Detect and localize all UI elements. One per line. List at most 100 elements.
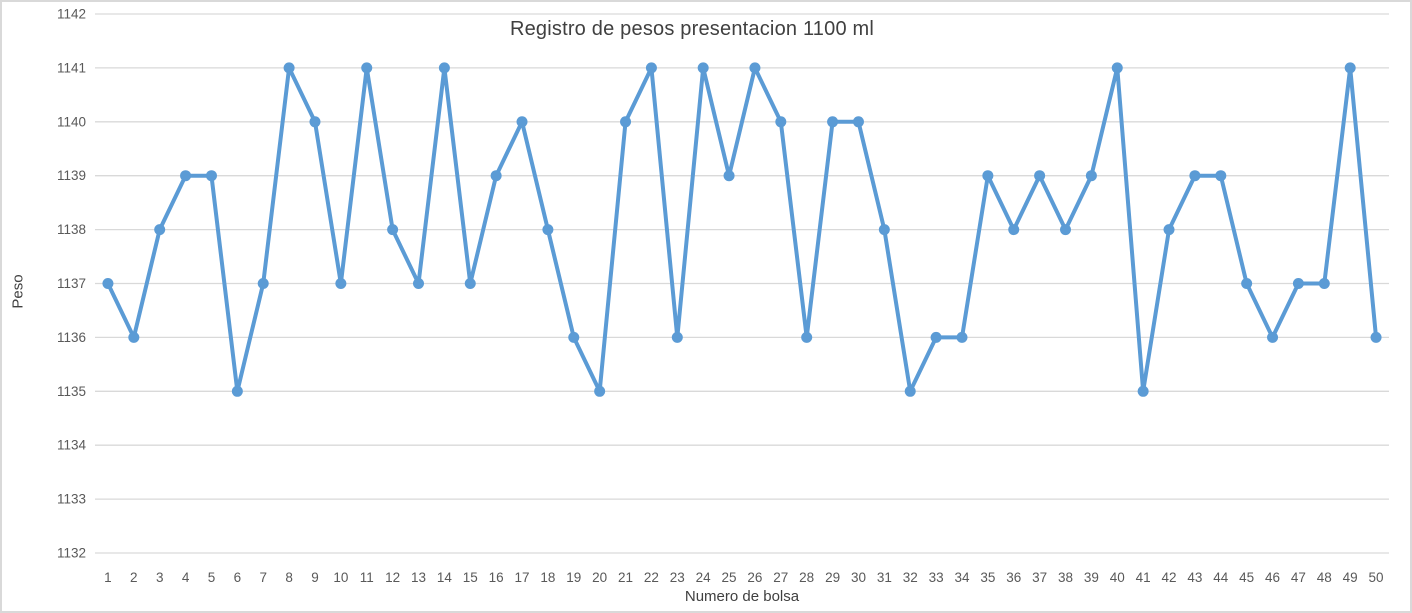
x-tick-label: 40 <box>1110 570 1125 585</box>
data-point-marker <box>801 331 813 343</box>
y-tick-label: 1137 <box>57 276 86 291</box>
data-point-marker <box>205 170 217 182</box>
data-point-marker <box>1137 385 1149 397</box>
data-point-marker <box>671 331 683 343</box>
data-point-marker <box>1034 170 1046 182</box>
x-tick-label: 31 <box>877 570 892 585</box>
x-tick-label: 24 <box>696 570 712 585</box>
data-point-marker <box>749 62 761 74</box>
y-tick-label: 1139 <box>57 168 86 183</box>
y-tick-label: 1134 <box>57 438 87 453</box>
data-point-marker <box>956 331 968 343</box>
x-tick-label: 48 <box>1317 570 1332 585</box>
y-tick-label: 1138 <box>57 222 86 237</box>
x-tick-label: 10 <box>333 570 348 585</box>
x-tick-label: 14 <box>437 570 453 585</box>
x-tick-label: 49 <box>1343 570 1358 585</box>
data-point-marker <box>1267 331 1279 343</box>
x-tick-label: 15 <box>463 570 478 585</box>
data-point-marker <box>1292 278 1304 289</box>
data-point-marker <box>1241 278 1253 289</box>
data-point-marker <box>775 116 787 128</box>
x-tick-label: 9 <box>311 570 319 585</box>
x-tick-label: 21 <box>618 570 633 585</box>
x-tick-label: 44 <box>1213 570 1229 585</box>
x-tick-label: 39 <box>1084 570 1099 585</box>
x-tick-label: 11 <box>360 570 374 585</box>
y-tick-label: 1140 <box>57 114 86 129</box>
x-tick-label: 6 <box>234 570 242 585</box>
y-tick-label: 1136 <box>57 330 86 345</box>
chart-title: Registro de pesos presentacion 1100 ml <box>509 18 875 40</box>
x-tick-label: 27 <box>773 570 788 585</box>
data-point-marker <box>154 224 166 236</box>
x-tick-label: 18 <box>540 570 555 585</box>
y-tick-label: 1142 <box>57 7 86 22</box>
data-point-marker <box>335 278 347 289</box>
x-tick-label: 41 <box>1136 570 1151 585</box>
x-tick-label: 2 <box>130 570 138 585</box>
data-point-marker <box>464 278 476 289</box>
data-point-marker <box>128 331 140 343</box>
data-point-marker <box>180 170 192 182</box>
x-tick-label: 45 <box>1239 570 1254 585</box>
x-tick-label: 8 <box>285 570 293 585</box>
x-tick-label: 38 <box>1058 570 1073 585</box>
x-tick-label: 13 <box>411 570 426 585</box>
x-tick-label: 43 <box>1187 570 1202 585</box>
data-point-marker <box>1215 170 1227 182</box>
data-point-marker <box>697 62 709 74</box>
data-point-marker <box>1189 170 1201 182</box>
x-tick-label: 42 <box>1162 570 1177 585</box>
x-tick-label: 28 <box>799 570 814 585</box>
x-tick-label: 26 <box>747 570 762 585</box>
data-point-marker <box>930 331 942 343</box>
x-tick-label: 25 <box>722 570 737 585</box>
data-point-marker <box>594 385 606 397</box>
data-point-marker <box>438 62 450 74</box>
x-tick-label: 23 <box>670 570 685 585</box>
data-point-marker <box>413 278 424 289</box>
data-point-marker <box>878 224 890 236</box>
x-tick-label: 35 <box>980 570 995 585</box>
x-tick-label: 36 <box>1006 570 1021 585</box>
data-point-marker <box>490 170 502 182</box>
data-series-line <box>105 65 1379 394</box>
x-tick-label: 7 <box>259 570 267 585</box>
data-point-marker <box>1163 224 1175 236</box>
x-tick-label: 12 <box>385 570 400 585</box>
data-point-marker <box>283 62 295 74</box>
x-tick-label: 3 <box>156 570 164 585</box>
data-point-marker <box>361 62 373 74</box>
data-point-marker <box>645 62 657 74</box>
data-point-marker <box>102 278 114 289</box>
x-tick-label: 47 <box>1291 570 1306 585</box>
data-point-marker <box>257 278 269 289</box>
x-tick-label: 19 <box>566 570 581 585</box>
x-tick-label: 37 <box>1032 570 1047 585</box>
y-tick-label: 1132 <box>57 546 86 561</box>
x-tick-label: 29 <box>825 570 840 585</box>
x-tick-label: 1 <box>104 570 112 585</box>
data-point-marker <box>827 116 839 128</box>
data-point-marker <box>1008 224 1020 236</box>
data-point-marker <box>723 170 735 182</box>
x-tick-label: 16 <box>489 570 504 585</box>
data-point-marker <box>516 116 528 128</box>
x-axis-title: Numero de bolsa <box>684 588 800 605</box>
data-point-marker <box>982 170 994 182</box>
x-tick-label: 20 <box>592 570 607 585</box>
x-tick-label: 17 <box>515 570 530 585</box>
data-point-marker <box>231 385 243 397</box>
x-tick-label: 50 <box>1369 570 1384 585</box>
data-point-marker <box>1370 331 1382 343</box>
data-point-marker <box>1085 170 1097 182</box>
x-tick-label: 5 <box>208 570 216 585</box>
x-tick-label: 46 <box>1265 570 1280 585</box>
x-tick-label: 22 <box>644 570 659 585</box>
x-tick-label: 32 <box>903 570 918 585</box>
y-tick-label: 1133 <box>57 492 86 507</box>
data-point-marker <box>568 331 580 343</box>
